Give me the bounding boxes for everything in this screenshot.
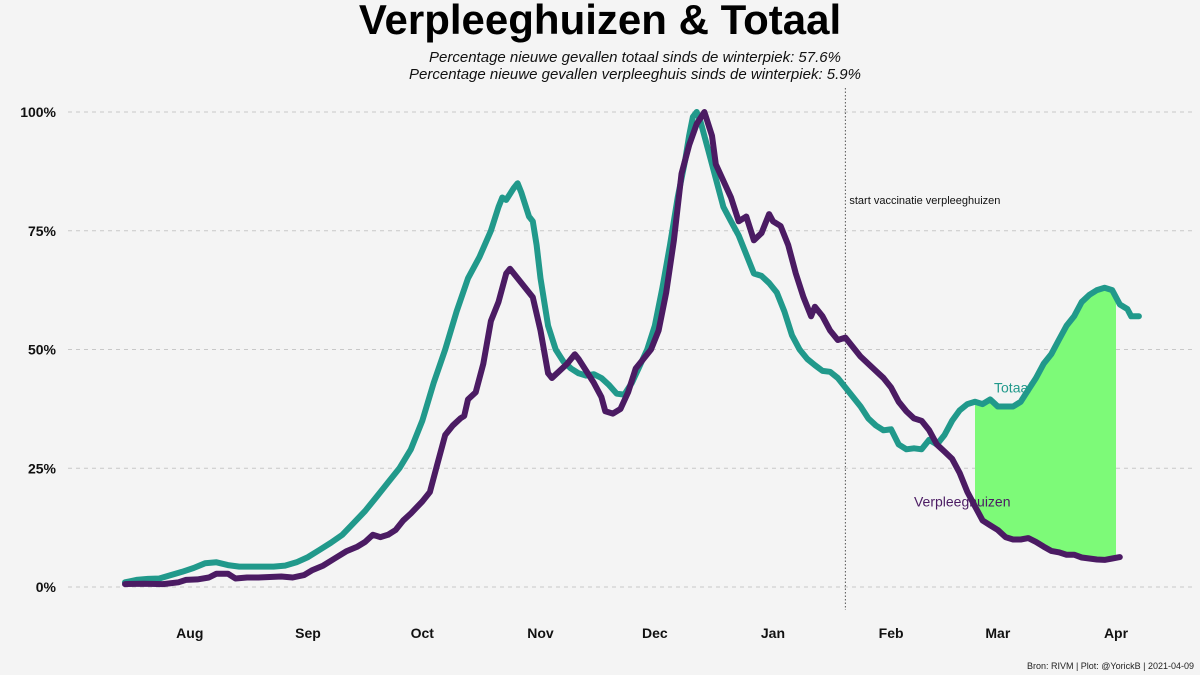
source-caption: Bron: RIVM | Plot: @YorickB | 2021-04-09 bbox=[1026, 661, 1194, 671]
x-tick-label: Sep bbox=[295, 625, 321, 641]
y-tick-label: 75% bbox=[28, 223, 57, 239]
x-tick-label: Jan bbox=[761, 625, 785, 641]
x-tick-label: Nov bbox=[527, 625, 554, 641]
x-tick-label: Oct bbox=[411, 625, 435, 641]
x-tick-label: Apr bbox=[1104, 625, 1129, 641]
x-tick-label: Aug bbox=[176, 625, 203, 641]
vaccination-start-label: start vaccinatie verpleeghuizen bbox=[849, 195, 1000, 207]
y-tick-label: 100% bbox=[20, 104, 56, 120]
y-tick-label: 0% bbox=[36, 579, 57, 595]
y-tick-label: 25% bbox=[28, 460, 57, 476]
series-line-verpleeghuizen bbox=[122, 109, 1123, 588]
x-tick-label: Dec bbox=[642, 625, 668, 641]
y-tick-label: 50% bbox=[28, 342, 57, 358]
series-label-verpleeghuizen: Verpleeghuizen bbox=[914, 494, 1011, 510]
x-tick-label: Feb bbox=[879, 625, 904, 641]
chart-subtitle-verpleeghuis: Percentage nieuwe gevallen verpleeghuis … bbox=[409, 66, 861, 83]
x-tick-label: Mar bbox=[985, 625, 1010, 641]
gap-fill-area bbox=[975, 287, 1116, 560]
chart-title: Verpleeghuizen & Totaal bbox=[358, 0, 842, 43]
chart-subtitle-totaal: Percentage nieuwe gevallen totaal sinds … bbox=[429, 49, 841, 66]
series-label-totaal: Totaal bbox=[994, 380, 1031, 396]
